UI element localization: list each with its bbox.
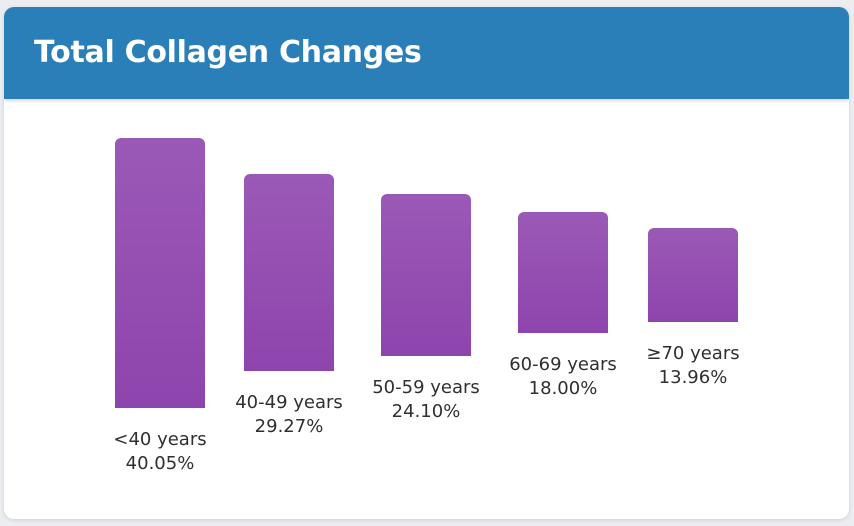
bar-2 [381, 194, 471, 356]
bar-label-4: ≥70 years 13.96% [613, 342, 773, 390]
bar-label-0: <40 years 40.05% [80, 428, 240, 476]
category-label: ≥70 years [646, 343, 740, 364]
bar-4 [648, 228, 738, 322]
value-label: 24.10% [391, 401, 461, 422]
bar-label-2: 50-59 years 24.10% [346, 376, 506, 424]
category-label: 40-49 years [235, 392, 343, 413]
bar-label-3: 60-69 years 18.00% [483, 353, 643, 401]
card-header: Total Collagen Changes [4, 7, 849, 99]
category-label: 60-69 years [509, 354, 617, 375]
bar-0 [115, 138, 205, 408]
value-label: 18.00% [528, 378, 598, 399]
value-label: 13.96% [658, 367, 728, 388]
page-title: Total Collagen Changes [34, 35, 422, 70]
bar-1 [244, 174, 334, 371]
bar-label-1: 40-49 years 29.27% [209, 391, 369, 439]
category-label: <40 years [113, 429, 207, 450]
value-label: 40.05% [125, 453, 195, 474]
bar-3 [518, 212, 608, 333]
category-label: 50-59 years [372, 377, 480, 398]
value-label: 29.27% [254, 416, 324, 437]
